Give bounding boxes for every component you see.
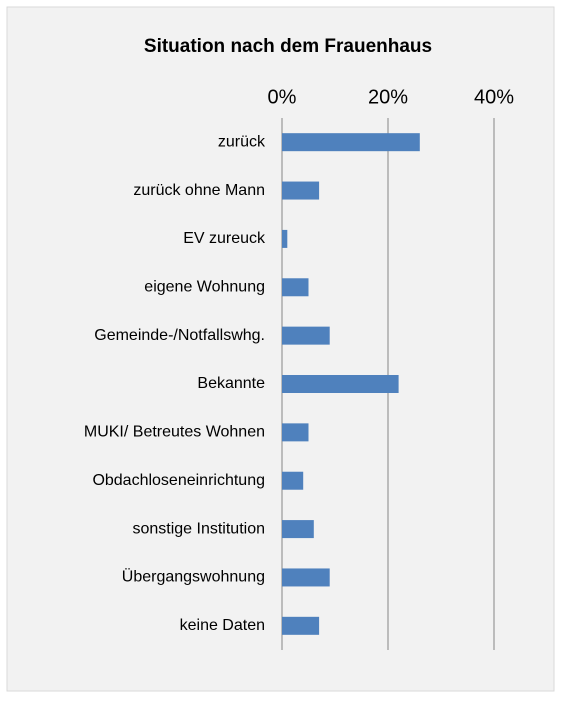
- bar: [282, 375, 399, 393]
- x-tick-label: 40%: [474, 86, 514, 108]
- y-tick-label: keine Daten: [180, 617, 265, 634]
- x-tick-label: 20%: [368, 86, 408, 108]
- bar: [282, 229, 288, 248]
- chart-frame: [6, 6, 555, 692]
- y-tick-label: Gemeinde-/Notfallswhg.: [94, 327, 265, 344]
- bar: [282, 326, 330, 345]
- bar: [282, 471, 304, 490]
- bar: [282, 616, 320, 635]
- bar: [282, 568, 330, 587]
- bar: [282, 133, 420, 152]
- y-tick-label: Obdachloseneinrichtung: [92, 472, 265, 489]
- y-tick-label: zurück ohne Mann: [133, 182, 265, 199]
- y-tick-label: MUKI/ Betreutes Wohnen: [84, 424, 265, 441]
- y-tick-label: eigene Wohnung: [144, 278, 265, 295]
- bar: [282, 181, 320, 200]
- bar: [282, 278, 309, 297]
- y-tick-label: EV zureuck: [183, 230, 266, 247]
- y-tick-label: sonstige Institution: [132, 520, 265, 537]
- bar: [282, 423, 309, 442]
- bar: [282, 520, 314, 539]
- y-tick-label: Bekannte: [197, 375, 265, 392]
- y-tick-label: Übergangswohnung: [122, 568, 265, 586]
- chart-title: Situation nach dem Frauenhaus: [144, 36, 432, 57]
- y-tick-label: zurück: [218, 133, 266, 150]
- x-tick-label: 0%: [268, 86, 297, 108]
